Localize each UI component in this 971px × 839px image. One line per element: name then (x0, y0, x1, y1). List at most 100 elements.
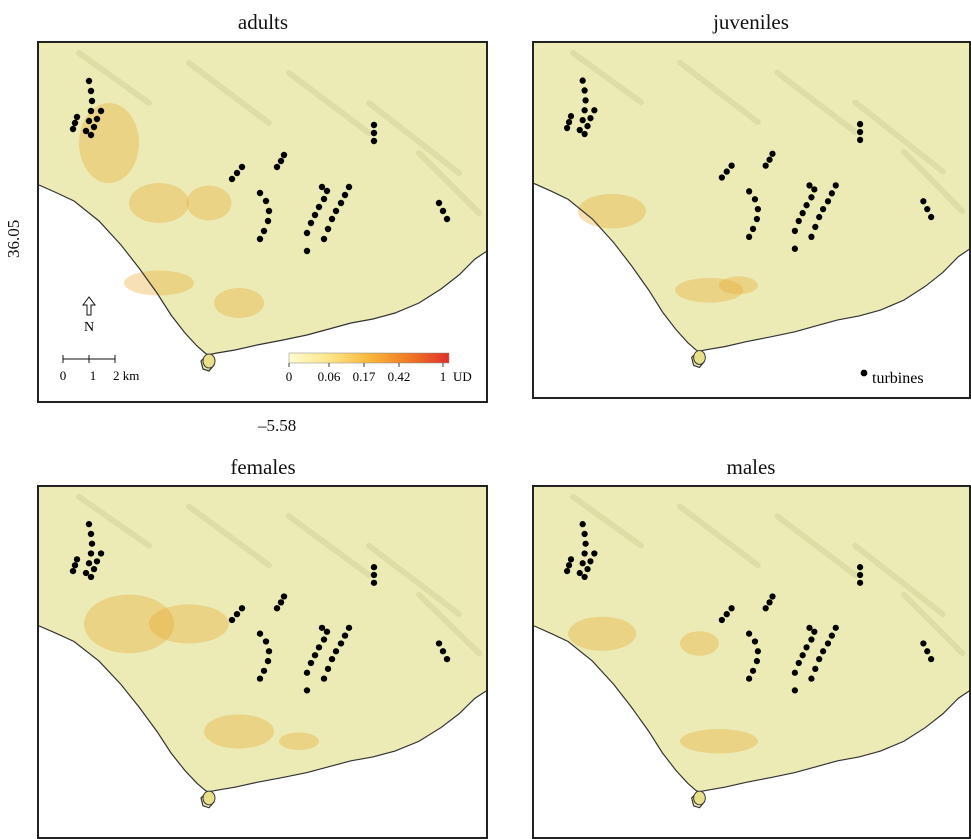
turbine-marker (924, 648, 931, 655)
scale-bar-label: 1 (90, 368, 97, 383)
turbine-marker (345, 183, 353, 191)
headland (202, 353, 216, 369)
turbine-marker (93, 115, 101, 123)
legend-turbine-icon (860, 369, 868, 377)
turbine-marker (563, 124, 571, 132)
turbine-marker (73, 113, 81, 121)
turbine-marker (816, 655, 823, 663)
map-svg-adults: N 0 1 2 km 0 0.06 0.17 0.42 1 UD (39, 43, 486, 384)
turbine-marker (323, 187, 331, 195)
turbine-marker (819, 205, 827, 213)
turbine-marker (766, 599, 773, 606)
turbine-marker (753, 657, 761, 665)
map-panel-adults: N 0 1 2 km 0 0.06 0.17 0.42 1 UD (37, 41, 488, 403)
turbine-marker (754, 205, 761, 213)
turbine-marker (762, 162, 769, 169)
use-density-area (680, 729, 758, 754)
use-density-area (680, 631, 719, 656)
turbine-marker (808, 636, 815, 643)
turbine-marker (856, 571, 864, 579)
turbine-marker (256, 630, 264, 637)
turbine-marker (856, 120, 864, 128)
turbine-marker (816, 213, 823, 221)
turbine-marker (811, 186, 818, 193)
coastline (534, 182, 969, 369)
turbine-marker (370, 571, 378, 579)
hillshade-ridge (76, 493, 152, 549)
turbine-marker (280, 593, 288, 600)
hillshade-ridge (76, 50, 152, 106)
hillshade-ridge (774, 69, 859, 135)
turbine-marker (311, 652, 319, 659)
colorbar-tick-label: 0.42 (388, 369, 411, 384)
turbine-marker (303, 687, 311, 694)
hillshade-ridge (570, 49, 644, 106)
turbine-marker (565, 562, 573, 569)
turbine-marker (328, 215, 336, 223)
map-group (39, 43, 486, 372)
hillshade-ridge (186, 503, 272, 569)
turbine-marker (97, 107, 105, 115)
turbine-marker (769, 150, 776, 157)
colorbar-bar (288, 352, 450, 364)
turbine-marker (803, 644, 810, 651)
turbine-marker (795, 217, 802, 225)
turbine-marker (87, 573, 95, 581)
use-density-area (675, 277, 744, 303)
turbine-marker (87, 87, 95, 95)
turbine-marker (808, 233, 815, 240)
turbine-marker (238, 605, 246, 612)
colorbar-tick-label: 0 (286, 369, 293, 384)
use-density-area (718, 276, 758, 295)
turbine-marker (280, 151, 288, 159)
turbine-marker (563, 567, 571, 575)
turbine-marker (581, 550, 588, 557)
hillshade-ridge (570, 493, 644, 549)
colorbar-tick-label: 1 (440, 369, 447, 384)
turbine-marker (435, 640, 443, 647)
north-label: N (84, 320, 94, 335)
turbine-marker (260, 227, 268, 235)
turbine-marker (370, 579, 378, 586)
hillshade-ridge (774, 513, 859, 578)
turbine-marker (856, 136, 864, 144)
map-group (534, 43, 969, 369)
turbine-marker (337, 199, 345, 207)
hillshade-ridge (416, 591, 482, 657)
turbine-marker (795, 659, 802, 667)
turbine-marker (799, 652, 806, 659)
turbine-marker (828, 190, 835, 197)
turbine-marker (97, 550, 105, 557)
hillshade-ridge (677, 59, 761, 126)
turbine-marker (584, 122, 591, 130)
turbine-marker (265, 207, 273, 215)
hillshade-ridge (286, 513, 372, 578)
turbine-marker (749, 225, 757, 233)
turbine-marker (723, 168, 730, 175)
turbine-marker (228, 175, 236, 183)
turbine-marker (93, 558, 101, 565)
turbine-marker (323, 628, 331, 635)
turbine-marker (928, 655, 935, 663)
turbine-marker (723, 610, 730, 618)
panel-title-females: females (230, 455, 296, 479)
turbine-marker (85, 521, 93, 528)
turbine-marker (273, 605, 281, 612)
turbine-marker (71, 562, 79, 569)
scale-bar-label: 0 (60, 368, 67, 383)
turbine-marker (370, 137, 378, 145)
map-panel-juveniles: turbines (532, 41, 971, 399)
turbine-marker (315, 203, 323, 211)
turbine-marker (341, 191, 349, 199)
turbine-marker (832, 624, 839, 631)
turbine-marker (435, 199, 443, 207)
hillshade-ridge (900, 591, 966, 657)
turbine-marker (262, 197, 270, 205)
turbine-marker (332, 207, 340, 215)
hillshade-ridge (366, 100, 462, 176)
turbine-marker (439, 648, 447, 655)
turbine-marker (824, 640, 832, 647)
turbine-marker (228, 616, 236, 624)
turbine-marker (587, 558, 594, 565)
turbine-marker (754, 648, 761, 655)
